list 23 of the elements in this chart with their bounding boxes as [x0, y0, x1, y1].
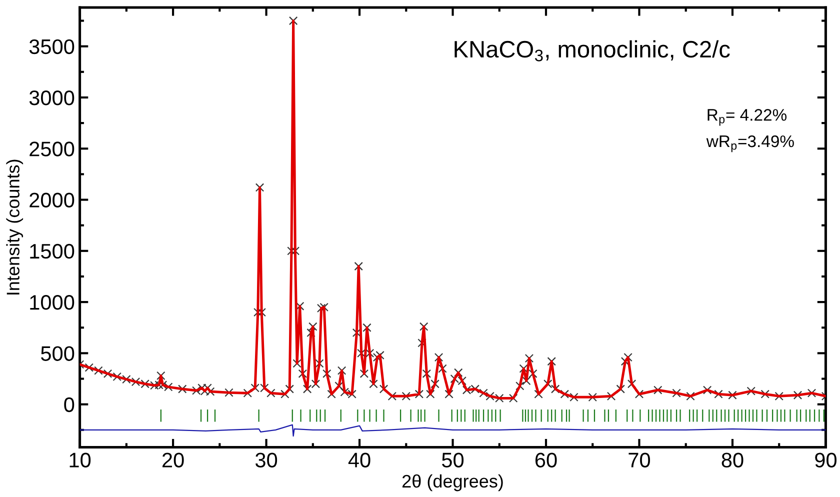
x-tick-label: 10 — [70, 452, 91, 468]
y-tick-label: 0 — [64, 397, 74, 412]
y-axis-title: Intensity (counts) — [6, 160, 24, 294]
y-tick-label: 3500 — [29, 39, 74, 54]
annotation: wR$_{p}$=3.49% — [706, 135, 794, 152]
x-tick-label: 20 — [162, 452, 184, 468]
x-tick-label: 30 — [255, 452, 278, 468]
x-tick-label: 50 — [442, 452, 464, 468]
y-tick-label: 3000 — [29, 90, 74, 106]
x-tick-label: 40 — [348, 452, 370, 468]
x-tick-label: 70 — [628, 452, 650, 468]
y-tick-label: 1000 — [30, 295, 74, 310]
x-axis-title: 2θ (degrees) — [402, 474, 503, 492]
x-tick-label: 80 — [722, 452, 744, 468]
y-tick-label: 2000 — [30, 192, 74, 208]
x-tick-label: 90 — [815, 452, 836, 468]
y-tick-label: 1500 — [30, 244, 74, 259]
annotation: R$_{p}$= 4.22% — [708, 109, 787, 126]
annotation: KNaCO$_{3}$, monoclinic, C2/c — [454, 40, 730, 62]
x-tick-label: 60 — [535, 452, 557, 468]
line-series — [80, 424, 826, 437]
y-tick-label: 2500 — [30, 142, 74, 156]
y-tick-label: 500 — [41, 346, 74, 361]
